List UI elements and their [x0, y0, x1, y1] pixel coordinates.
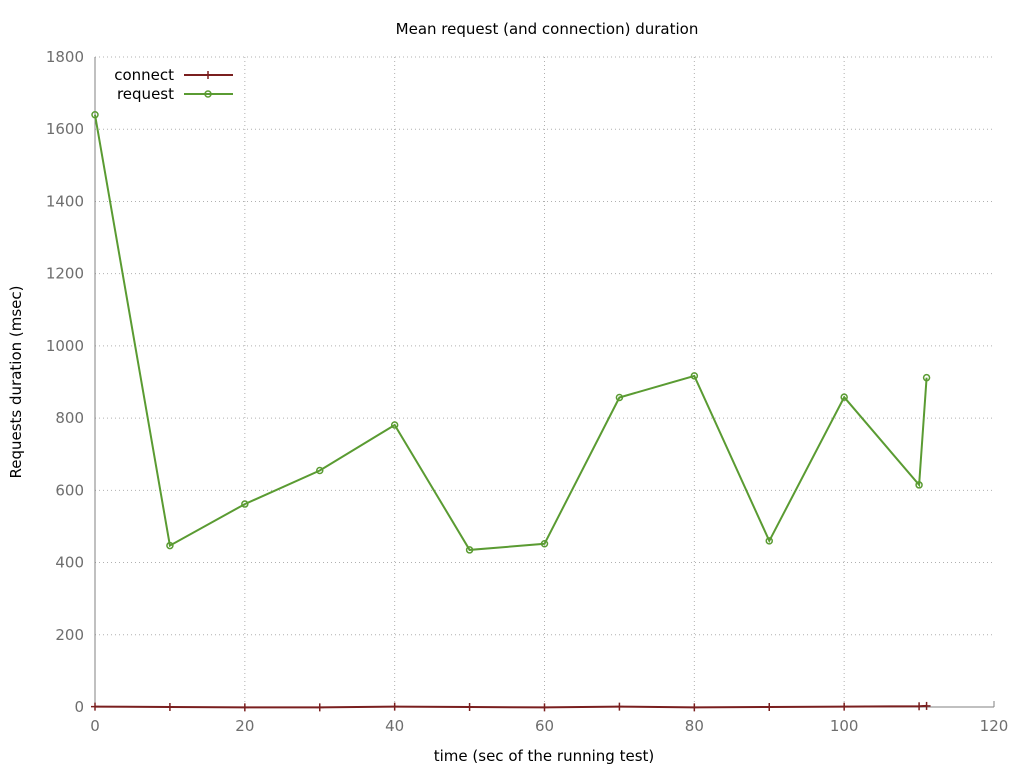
x-tick-label: 20	[235, 717, 254, 735]
y-axis-title: Requests duration (msec)	[7, 285, 25, 478]
x-tick-label: 0	[90, 717, 100, 735]
connect-point	[165, 703, 174, 711]
legend-label: connect	[114, 66, 174, 84]
request-line	[94, 114, 928, 551]
y-tick-label: 1000	[46, 337, 84, 355]
connect-point	[240, 703, 249, 712]
connect-point	[615, 702, 624, 711]
request-point	[166, 541, 174, 550]
connect-point	[690, 703, 699, 712]
connect-point	[765, 703, 774, 711]
y-tick-label: 400	[55, 554, 84, 572]
y-tick-label: 200	[55, 626, 84, 644]
request-point	[690, 372, 699, 380]
request-point	[765, 537, 773, 545]
request-point	[390, 421, 399, 429]
x-tick-label: 120	[980, 717, 1009, 735]
legend-marker	[204, 90, 212, 98]
legend-entry-connect: connect	[114, 66, 233, 84]
x-tick-label: 100	[830, 717, 859, 735]
legend-marker	[204, 71, 212, 79]
connect-line	[94, 704, 927, 709]
y-tick-label: 1200	[46, 265, 84, 283]
connect-point	[315, 703, 324, 712]
y-tick-label: 1600	[46, 120, 84, 138]
legend-entry-request: request	[117, 85, 233, 103]
x-tick-label: 40	[385, 717, 404, 735]
connect-point	[91, 702, 99, 711]
request-point	[241, 500, 249, 508]
chart-title: Mean request (and connection) duration	[396, 20, 699, 38]
y-tick-label: 1800	[46, 48, 84, 66]
request-point	[316, 466, 324, 475]
x-tick-label: 60	[535, 717, 554, 735]
series-connect	[91, 701, 931, 712]
grid	[95, 56, 994, 707]
y-tick-label: 0	[74, 698, 84, 716]
series-lines	[91, 111, 931, 712]
connect-point	[840, 702, 849, 711]
y-tick-label: 1400	[46, 192, 84, 210]
connect-point	[922, 701, 931, 710]
request-point	[465, 546, 474, 554]
request-point	[915, 481, 923, 489]
connect-point	[915, 702, 924, 711]
tick-labels: 0 20 40 60 80 100 1200200400600800100012001400…	[46, 48, 1009, 735]
request-point	[922, 373, 931, 382]
request-point	[615, 393, 624, 402]
y-tick-label: 800	[55, 409, 84, 427]
request-point	[840, 393, 848, 401]
request-point	[540, 540, 549, 548]
series-request	[91, 111, 931, 554]
request-point	[91, 111, 99, 119]
legend-label: request	[117, 85, 174, 103]
connect-point	[465, 703, 474, 711]
connect-point	[390, 702, 399, 711]
x-tick-label: 80	[685, 717, 704, 735]
connect-point	[540, 703, 549, 712]
x-axis-title: time (sec of the running test)	[434, 747, 655, 765]
y-tick-label: 600	[55, 481, 84, 499]
